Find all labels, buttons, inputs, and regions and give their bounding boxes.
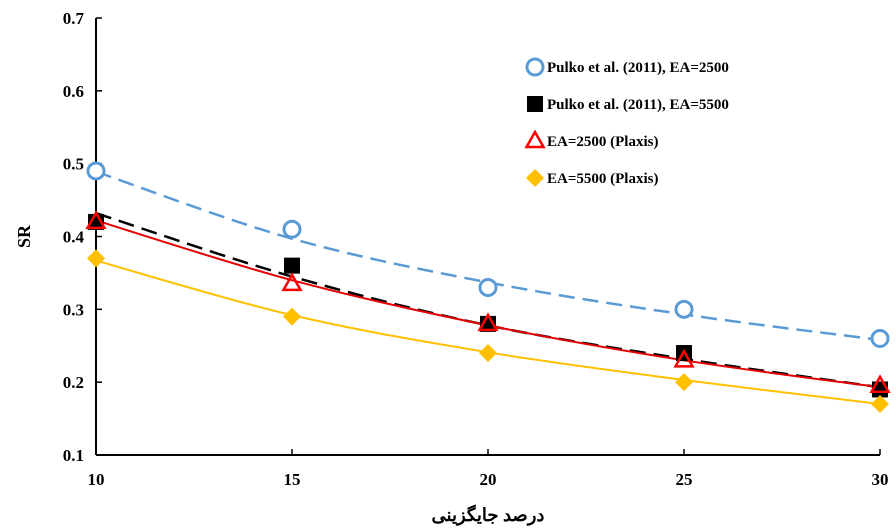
- data-point-series-4: [871, 395, 889, 414]
- data-point-series-3: [281, 272, 303, 292]
- x-tick-label: 25: [676, 470, 693, 489]
- y-axis-title: SR: [14, 224, 34, 248]
- legend-marker-2: [527, 96, 543, 112]
- y-tick-label: 0.1: [63, 446, 84, 465]
- x-tick-label: 20: [480, 470, 497, 489]
- data-point-series-4: [675, 373, 693, 392]
- axes: [95, 17, 881, 456]
- data-point-series-4: [87, 249, 105, 268]
- data-point-series-3: [673, 348, 695, 368]
- legend-marker-1: [525, 57, 545, 77]
- data-point-series-1: [870, 328, 890, 348]
- y-tick-label: 0.5: [63, 155, 84, 174]
- data-point-series-1: [282, 219, 302, 239]
- data-point-series-1: [478, 277, 498, 297]
- data-point-series-1: [674, 299, 694, 319]
- data-point-series-2: [284, 257, 300, 274]
- data-markers: [85, 161, 891, 414]
- legend-marker-3: [524, 129, 546, 149]
- x-tick-label: 15: [284, 470, 301, 489]
- legend-label-4: EA=5500 (Plaxis): [547, 171, 658, 187]
- data-point-series-4: [479, 344, 497, 363]
- data-point-series-3: [85, 210, 107, 230]
- legend-label-3: EA=2500 (Plaxis): [547, 134, 658, 150]
- legend-label-1: Pulko et al. (2011), EA=2500: [547, 60, 729, 76]
- y-tick-label: 0.4: [63, 228, 85, 247]
- x-axis-title: درصد جایگزینی: [432, 504, 545, 526]
- y-tick-label: 0.7: [63, 9, 85, 28]
- y-tick-label: 0.3: [63, 300, 84, 319]
- legend-label-2: Pulko et al. (2011), EA=5500: [547, 97, 729, 113]
- data-point-series-3: [477, 312, 499, 332]
- x-tick-label: 30: [872, 470, 889, 489]
- trend-line-series-3: [95, 219, 881, 389]
- legend: Pulko et al. (2011), EA=2500 Pulko et al.…: [524, 57, 729, 187]
- tick-labels: 0.1 0.2 0.3 0.4 0.5 0.6 0.7 10 15 20 25 30: [63, 9, 889, 489]
- data-point-series-3: [869, 374, 891, 394]
- data-point-series-1: [86, 161, 106, 181]
- legend-marker-4: [526, 169, 544, 187]
- data-point-series-4: [283, 307, 301, 326]
- y-tick-label: 0.2: [63, 373, 84, 392]
- x-tick-label: 10: [88, 470, 105, 489]
- y-tick-label: 0.6: [63, 82, 84, 101]
